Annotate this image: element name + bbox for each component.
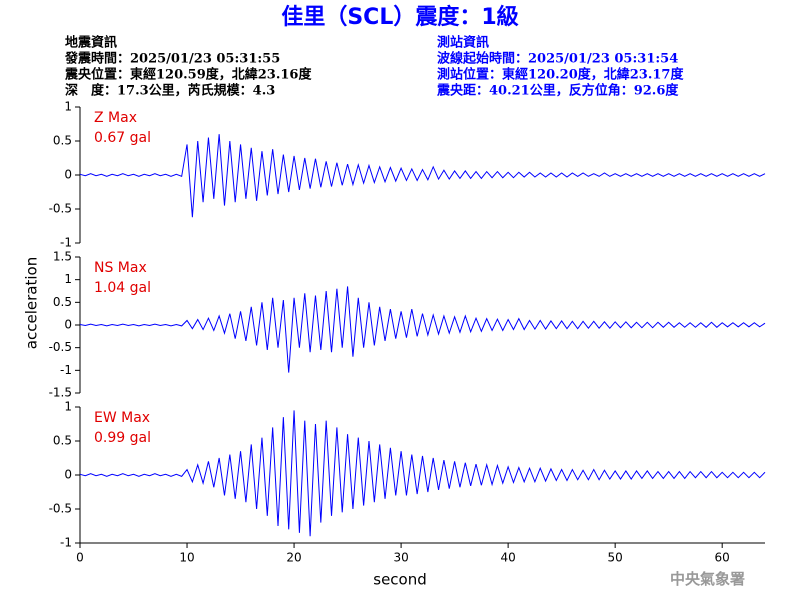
chart-title: 佳里（SCL）震度：1級 — [281, 4, 518, 30]
x-tick-label: 40 — [500, 551, 515, 565]
series-label: Z Max — [94, 110, 137, 126]
y-tick-label: -1 — [60, 363, 72, 377]
y-tick-label: 0.5 — [53, 434, 72, 448]
info-line: 震央距：40.21公里，反方位角：92.6度 — [436, 83, 679, 99]
x-tick-label: 0 — [76, 551, 84, 565]
series-max: 1.04 gal — [94, 280, 151, 296]
y-tick-label: -0.5 — [49, 340, 72, 354]
info-line: 測站位置：東經120.20度，北緯23.17度 — [437, 67, 684, 83]
info-line: 發震時間：2025/01/23 05:31:55 — [64, 51, 280, 67]
y-tick-label: 1 — [64, 100, 72, 114]
info-line: 測站資訊 — [437, 35, 489, 51]
y-tick-label: 1 — [64, 272, 72, 286]
x-tick-label: 30 — [393, 551, 408, 565]
info-line: 震央位置：東經120.59度，北緯23.16度 — [64, 67, 312, 83]
y-tick-label: 0 — [64, 468, 72, 482]
waveform — [79, 410, 766, 537]
footer: 中央氣象署 — [670, 570, 745, 588]
x-tick-label: 20 — [286, 551, 301, 565]
x-tick-label: 10 — [179, 551, 194, 565]
y-axis-label: acceleration — [23, 257, 41, 349]
y-tick-label: -1 — [60, 536, 72, 550]
y-tick-label: 1 — [64, 400, 72, 414]
y-tick-label: -0.5 — [49, 202, 72, 216]
y-tick-label: -1 — [60, 236, 72, 250]
series-max: 0.99 gal — [94, 430, 151, 446]
info-line: 波線起始時間：2025/01/23 05:31:54 — [437, 51, 678, 67]
x-axis-label: second — [373, 571, 427, 589]
series-label: NS Max — [94, 260, 147, 276]
y-tick-label: 0.5 — [53, 295, 72, 309]
info-line: 深 度：17.3公里，芮氏規模：4.3 — [65, 83, 275, 99]
x-tick-label: 60 — [715, 551, 730, 565]
y-tick-label: 0.5 — [53, 134, 72, 148]
y-tick-label: 1.5 — [53, 250, 72, 264]
series-label: EW Max — [94, 410, 150, 426]
info-line: 地震資訊 — [65, 35, 117, 51]
series-max: 0.67 gal — [94, 130, 151, 146]
y-tick-label: -0.5 — [49, 502, 72, 516]
waveform — [79, 134, 766, 218]
waveform — [79, 286, 766, 373]
y-tick-label: 0 — [64, 168, 72, 182]
x-tick-label: 50 — [608, 551, 623, 565]
y-tick-label: 0 — [64, 318, 72, 332]
y-tick-label: -1.5 — [49, 386, 72, 400]
